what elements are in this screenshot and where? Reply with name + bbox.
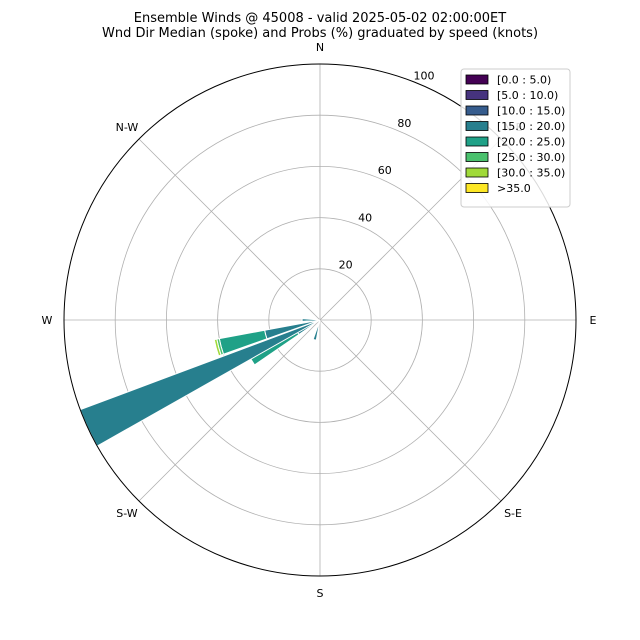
legend-swatch [465,121,489,131]
direction-label-s: S [317,587,324,600]
grid-spoke [138,138,321,321]
bar-195-seg-0 [312,319,321,341]
direction-label-e: E [590,314,597,327]
legend-label: [20.0 : 25.0) [497,136,565,149]
direction-label-s-e: S-E [504,507,522,520]
radial-tick-labels: 20 40 60 80 100 [339,69,435,271]
polar-grid [64,64,576,576]
direction-label-n: N [316,41,324,54]
legend-swatch [465,90,489,100]
legend-swatch [465,152,489,162]
legend-swatch [465,74,489,85]
bar-270-seg-0 [301,318,321,322]
grid-spoke [138,319,321,502]
legend-swatch [465,167,489,178]
grid-spoke [319,319,502,502]
chart-subtitle: Wnd Dir Median (spoke) and Probs (%) gra… [101,26,539,41]
legend-label: [30.0 : 35.0) [497,167,565,180]
radial-tick-100: 100 [413,69,434,82]
direction-label-n-w: N-W [116,121,139,134]
direction-label-w: W [42,314,53,327]
direction-label-s-w: S-W [116,507,138,520]
radial-tick-60: 60 [378,164,392,177]
legend-label: [5.0 : 10.0) [497,89,558,102]
legend-label: [0.0 : 5.0) [497,74,551,87]
legend-label: >35.0 [497,182,531,195]
legend-swatch [465,136,489,147]
legend: [0.0 : 5.0) [5.0 : 10.0) [10.0 : 15.0) [15.… [460,68,571,208]
chart-title: Ensemble Winds @ 45008 - valid 2025-05-0… [133,11,507,26]
wind-bars [79,318,321,447]
legend-swatch [465,183,489,193]
legend-label: [15.0 : 20.0) [497,120,565,133]
radial-tick-20: 20 [339,259,353,272]
polar-frame [63,63,577,577]
direction-labels: NN-WWS-WSS-EEN-E [42,41,597,600]
radial-tick-80: 80 [397,117,411,130]
legend-label: [10.0 : 15.0) [497,105,565,118]
legend-swatch [465,105,489,116]
bar-255-seg-3 [213,338,222,357]
radial-tick-40: 40 [358,211,372,224]
legend-label: [25.0 : 30.0) [497,151,565,164]
